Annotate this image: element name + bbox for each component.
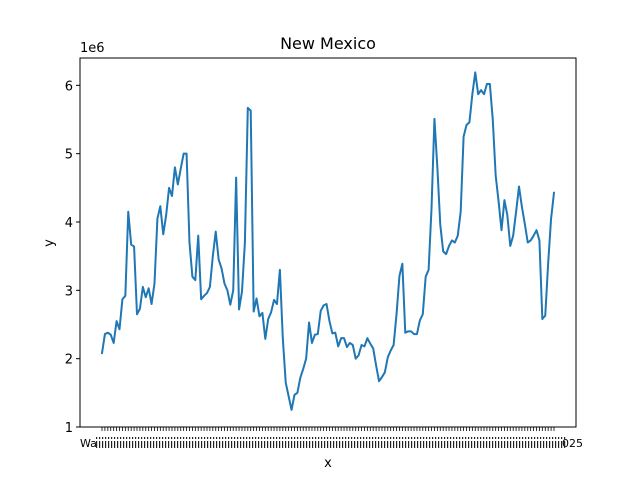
y-tick-label: 6 [65, 79, 73, 94]
plot-frame [79, 57, 577, 428]
y-tick-label: 3 [65, 284, 73, 299]
x-axis-tick-labels: Wa 025 [80, 437, 583, 450]
y-axis-label: y [42, 239, 57, 247]
y-tick-label: 2 [65, 353, 73, 368]
y-tick-label: 5 [65, 148, 73, 163]
y-tick-label: 1 [65, 421, 73, 436]
series-line [101, 71, 555, 411]
x-tick-label-band [96, 437, 566, 448]
y-axis-scale-label: 1e6 [80, 41, 105, 56]
chart-title: New Mexico [280, 34, 376, 53]
x-tick-label-right: 025 [562, 437, 583, 450]
y-tick-label: 4 [65, 216, 73, 231]
x-axis-label: x [324, 456, 332, 471]
y-axis-ticks: 1 2 3 4 5 6 [65, 79, 80, 436]
x-tick-label-left: Wa [80, 437, 97, 450]
x-axis-ticks [101, 427, 555, 431]
